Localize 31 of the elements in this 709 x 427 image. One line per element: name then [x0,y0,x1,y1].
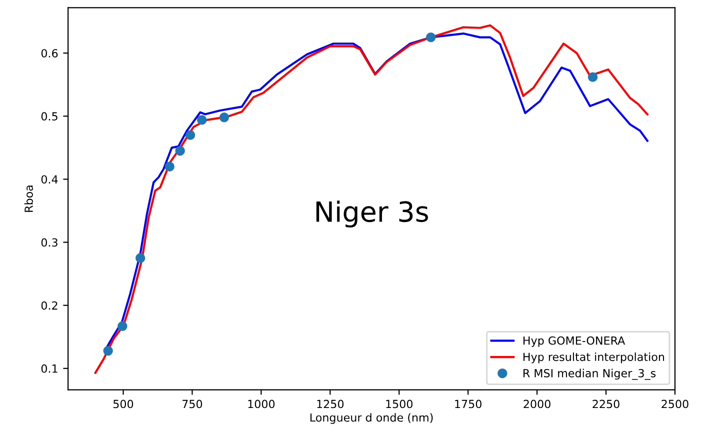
point [219,112,230,122]
point [185,130,196,140]
y-tick-label: 0.3 [41,238,58,247]
y-tick-label: 0.5 [41,112,58,121]
legend-label: Hyp resultat interpolation [523,352,664,364]
x-tick-label: 2000 [524,400,550,408]
x-tick-label: 500 [113,400,134,408]
x-tick-label: 1750 [455,400,482,408]
point [588,72,598,82]
point [196,115,207,125]
point [426,32,436,42]
legend-label: Hyp GOME-ONERA [523,336,626,347]
y-axis-title: Rboa [24,186,33,212]
x-tick-label: 1000 [248,400,275,408]
y-tick-label: 0.2 [41,301,58,310]
x-tick-label: 1250 [317,400,344,408]
point [164,162,174,172]
annotation: Niger 3s [316,200,428,228]
point [175,146,185,156]
x-axis-title: Longueur d onde (nm) [310,413,433,424]
point [135,253,146,263]
y-tick-label: 0.6 [41,49,58,58]
point [118,321,128,332]
legend-label: R MSI median Niger_3_s [523,368,656,380]
y-tick-label: 0.1 [41,364,58,373]
x-tick-label: 750 [182,400,202,408]
x-tick-label: 1500 [386,400,413,408]
y-tick-label: 0.4 [41,175,58,184]
point [103,346,113,356]
x-tick-label: 2500 [662,400,688,408]
x-tick-label: 2250 [592,400,620,408]
